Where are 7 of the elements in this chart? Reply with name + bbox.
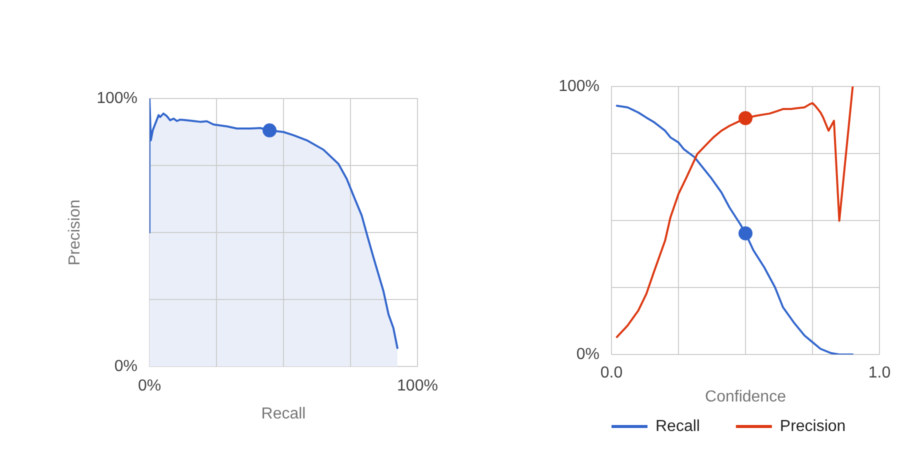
legend-label: Recall <box>656 418 700 435</box>
x-axis-title: Recall <box>261 406 306 422</box>
legend-label: Precision <box>780 418 846 435</box>
x-axis-title: Confidence <box>705 388 786 406</box>
x-tick-label: 0.0 <box>600 364 623 382</box>
y-axis-title: Precision <box>66 200 84 266</box>
x-tick-label: 1.0 <box>868 364 891 382</box>
